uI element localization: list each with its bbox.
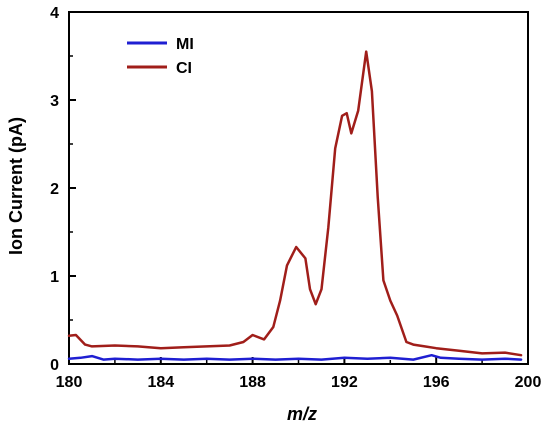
x-tick-label: 200 xyxy=(515,374,542,391)
x-tick-label: 188 xyxy=(239,374,266,391)
x-tick-label: 192 xyxy=(331,374,358,391)
y-tick-label: 0 xyxy=(50,357,59,374)
legend: MI CI xyxy=(127,36,194,77)
x-axis-title: m/z xyxy=(287,404,317,424)
x-tick-label: 180 xyxy=(56,374,83,391)
legend-label-ci: CI xyxy=(176,60,192,77)
plot-frame xyxy=(68,11,529,365)
y-tick-label: 4 xyxy=(50,5,59,22)
y-axis-title: Ion Current (pA) xyxy=(6,117,26,255)
y-tick-label: 3 xyxy=(50,93,59,110)
x-tick-label: 196 xyxy=(423,374,450,391)
y-tick-label: 2 xyxy=(50,181,59,198)
series-line-ci xyxy=(67,50,523,357)
x-tick-label: 184 xyxy=(147,374,174,391)
x-ticks: 180 184 188 192 196 200 xyxy=(56,357,542,391)
axes xyxy=(68,11,529,365)
series-group xyxy=(67,50,523,361)
y-ticks: 0 1 2 3 4 xyxy=(50,5,76,374)
series-line-mi xyxy=(67,353,523,361)
y-tick-label: 1 xyxy=(50,269,59,286)
legend-label-mi: MI xyxy=(176,36,194,53)
